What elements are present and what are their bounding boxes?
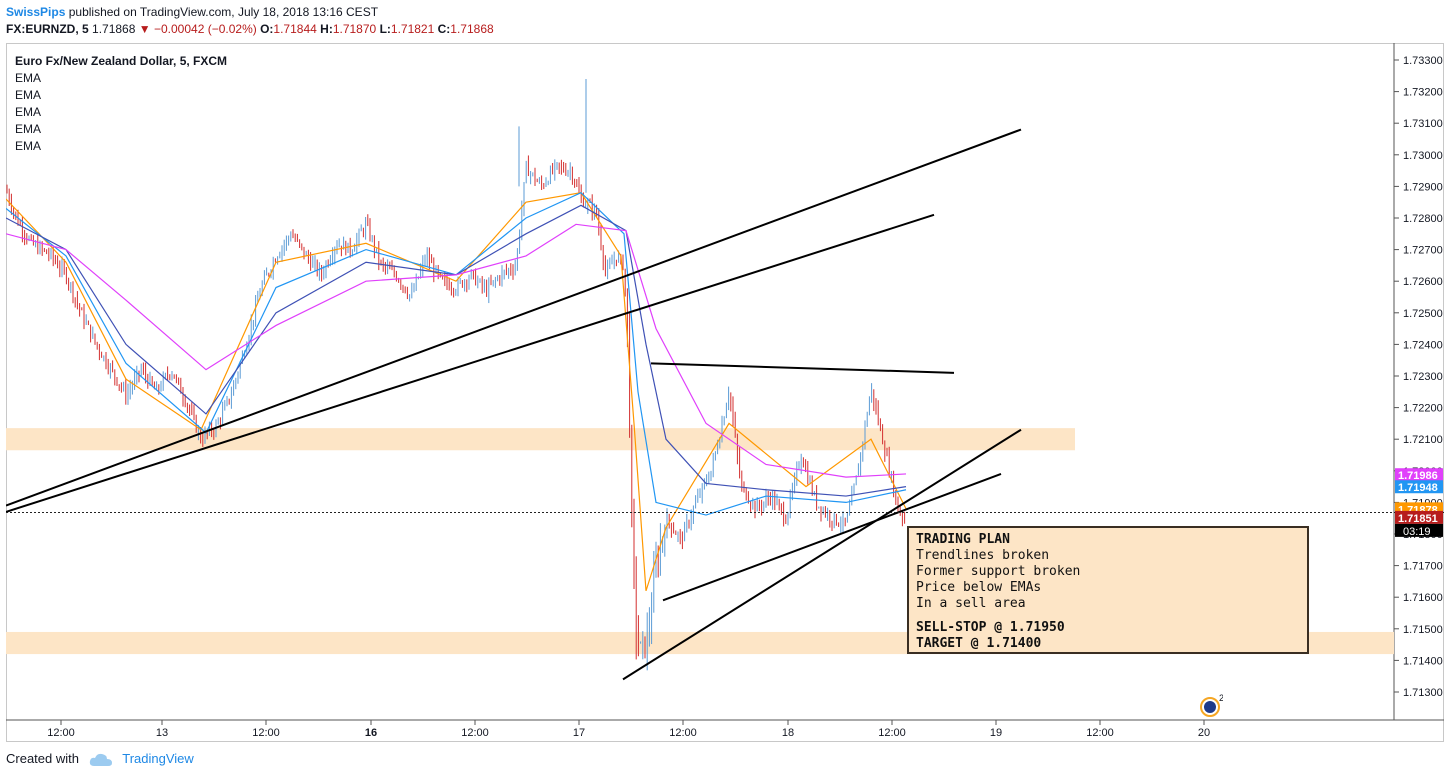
plan-title: TRADING PLAN: [916, 532, 1010, 547]
legend-indicator[interactable]: EMA: [15, 139, 42, 153]
trendline[interactable]: [622, 428, 1022, 681]
down-arrow-icon: ▼: [138, 22, 151, 36]
trendline[interactable]: [662, 473, 1002, 602]
plan-line: Trendlines broken: [916, 548, 1050, 563]
legend-title: Euro Fx/New Zealand Dollar, 5, FXCM: [15, 54, 228, 68]
tradingview-cloud-icon: [89, 753, 112, 766]
ema-line: [6, 192, 907, 516]
x-tick-label: 12:00: [461, 727, 489, 739]
price-chart[interactable]: 1.71300 1.71400 1.71500 1.71600 1.71700 1.718…: [6, 43, 1444, 742]
legend-indicator[interactable]: EMA: [15, 122, 42, 136]
y-tick-label: 1.73100: [1403, 118, 1443, 130]
x-tick-label: 13: [156, 727, 168, 739]
legend-indicator[interactable]: EMA: [15, 71, 42, 85]
low-value: 1.71821: [390, 22, 435, 36]
ema-line: [6, 204, 907, 497]
y-tick-label: 1.72900: [1403, 181, 1443, 193]
plan-line: In a sell area: [916, 596, 1026, 611]
x-tick-label: 12:00: [1086, 727, 1114, 739]
plan-target: TARGET @ 1.71400: [916, 636, 1042, 651]
tradingview-link[interactable]: TradingView: [122, 751, 194, 766]
ema-line: [6, 223, 907, 478]
author-link[interactable]: SwissPips: [6, 5, 66, 19]
x-tick-label: 12:00: [878, 727, 906, 739]
x-tick-label: 16: [365, 727, 377, 739]
plan-line: Price below EMAs: [916, 580, 1042, 595]
price-label-box: [1395, 480, 1443, 494]
price-label: 1.71851: [1398, 513, 1438, 525]
trendline[interactable]: [650, 362, 955, 374]
created-with-text: Created with: [6, 751, 79, 766]
trading-plan-note: TRADING PLAN Trendlines broken Former su…: [907, 526, 1309, 654]
price-label-box: [1395, 468, 1443, 482]
countdown-box: [1395, 523, 1443, 537]
price-label: 1.71986: [1398, 470, 1438, 482]
trendline[interactable]: [6, 128, 1022, 507]
x-tick-label: 17: [573, 727, 585, 739]
y-tick-label: 1.73300: [1403, 55, 1443, 67]
price-label-box: [1395, 510, 1443, 524]
badge-count: 2: [1219, 694, 1223, 703]
y-tick-label: 1.72500: [1403, 308, 1443, 320]
x-tick-label: 18: [782, 727, 794, 739]
y-tick-label: 1.71300: [1403, 687, 1443, 699]
legend-indicator[interactable]: EMA: [15, 88, 42, 102]
close-label: C:: [437, 22, 451, 36]
y-tick-label: 1.73200: [1403, 87, 1443, 99]
y-tick-label: 1.71700: [1403, 561, 1443, 573]
plan-sell-stop: SELL-STOP @ 1.71950: [916, 620, 1065, 635]
trendline[interactable]: [6, 213, 935, 513]
plan-line: Former support broken: [916, 564, 1081, 579]
y-tick-label: 1.72800: [1403, 213, 1443, 225]
countdown-label: 03:19: [1403, 526, 1431, 538]
legend-indicator[interactable]: EMA: [15, 105, 42, 119]
chart-legend: Euro Fx/New Zealand Dollar, 5, FXCM EMA …: [15, 53, 227, 155]
open-value: 1.71844: [273, 22, 317, 36]
y-tick-label: 1.71500: [1403, 624, 1443, 636]
x-tick-label: 19: [990, 727, 1002, 739]
footer: Created with TradingView: [6, 751, 194, 767]
y-tick-label: 1.72200: [1403, 403, 1443, 415]
price-label: 1.71948: [1398, 482, 1438, 494]
published-info: published on TradingView.com, July 18, 2…: [68, 5, 379, 19]
quote-bar: FX:EURNZD, 5 1.71868 ▼ −0.00042 (−0.02%)…: [6, 22, 494, 36]
y-tick-label: 1.72600: [1403, 276, 1443, 288]
y-tick-label: 1.72100: [1403, 434, 1443, 446]
last-price: 1.71868: [92, 22, 136, 36]
price-change: −0.00042 (−0.02%): [153, 22, 257, 36]
high-value: 1.71870: [332, 22, 377, 36]
y-tick-label: 1.73000: [1403, 150, 1443, 162]
open-label: O:: [260, 22, 274, 36]
low-label: L:: [379, 22, 391, 36]
publisher-bar: SwissPips published on TradingView.com, …: [6, 5, 378, 19]
close-value: 1.71868: [450, 22, 494, 36]
symbol-label[interactable]: FX:EURNZD, 5: [6, 22, 89, 36]
y-tick-label: 1.72400: [1403, 339, 1443, 351]
x-tick-label: 12:00: [252, 727, 280, 739]
y-tick-label: 1.72700: [1403, 245, 1443, 257]
calendar-event-icon[interactable]: 2: [1199, 694, 1223, 718]
y-tick-label: 1.71400: [1403, 655, 1443, 667]
y-tick-label: 1.72300: [1403, 371, 1443, 383]
x-tick-label: 20: [1198, 727, 1210, 739]
support-zone: [6, 428, 1075, 451]
x-tick-label: 12:00: [47, 727, 75, 739]
y-tick-label: 1.71600: [1403, 592, 1443, 604]
high-label: H:: [320, 22, 333, 36]
x-tick-label: 12:00: [669, 727, 697, 739]
